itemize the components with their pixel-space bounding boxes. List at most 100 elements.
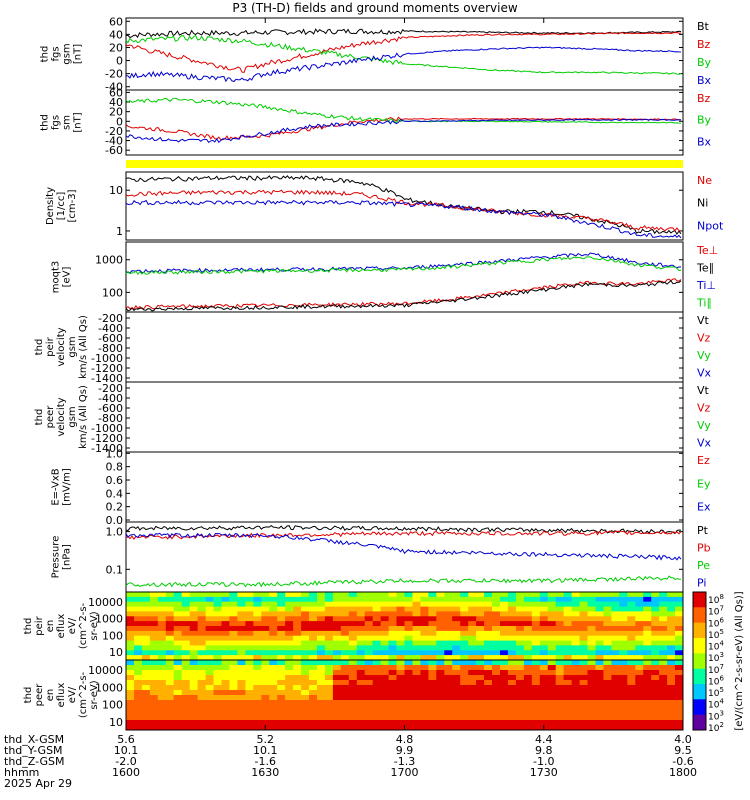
heatmap-cell-peer_eflux bbox=[157, 680, 167, 686]
heatmap-cell-peer_eflux bbox=[611, 725, 620, 731]
heatmap-cell-peer_eflux bbox=[356, 665, 366, 671]
heatmap-cell-peir_eflux bbox=[388, 650, 398, 656]
heatmap-cell-peer_eflux bbox=[126, 720, 135, 726]
heatmap-cell-peer_eflux bbox=[317, 680, 326, 686]
heatmap-cell-peir_eflux bbox=[531, 655, 541, 661]
heatmap-cell-peer_eflux bbox=[356, 680, 366, 686]
heatmap-cell-peer_eflux bbox=[340, 710, 350, 716]
heatmap-cell-peir_eflux bbox=[595, 635, 604, 642]
heatmap-cell-peir_eflux bbox=[635, 606, 644, 612]
heatmap-cell-peer_eflux bbox=[253, 720, 262, 726]
heatmap-cell-peer_eflux bbox=[436, 700, 445, 706]
heatmap-cell-peir_eflux bbox=[587, 601, 596, 608]
heatmap-cell-peer_eflux bbox=[675, 660, 684, 666]
heatmap-cell-peer_eflux bbox=[197, 675, 207, 681]
heatmap-cell-peer_eflux bbox=[555, 660, 565, 666]
heatmap-cell-peer_eflux bbox=[277, 710, 286, 716]
heatmap-cell-peir_eflux bbox=[173, 606, 183, 612]
heatmap-cell-peir_eflux bbox=[205, 592, 215, 598]
heatmap-cell-peir_eflux bbox=[221, 645, 230, 651]
heatmap-cell-peer_eflux bbox=[523, 700, 533, 706]
heatmap-cell-peir_eflux bbox=[364, 645, 374, 651]
heatmap-cell-peer_eflux bbox=[364, 675, 374, 681]
heatmap-cell-peer_eflux bbox=[659, 705, 668, 711]
heatmap-cell-peer_eflux bbox=[237, 680, 246, 686]
heatmap-cell-peir_eflux bbox=[157, 621, 167, 627]
heatmap-cell-peir_eflux bbox=[603, 626, 612, 632]
heatmap-cell-peir_eflux bbox=[229, 616, 238, 622]
heatmap-cell-peir_eflux bbox=[173, 645, 183, 651]
heatmap-cell-peir_eflux bbox=[515, 611, 525, 617]
heatmap-cell-peir_eflux bbox=[436, 645, 445, 651]
heatmap-cell-peir_eflux bbox=[651, 626, 660, 632]
colorbar-segment bbox=[693, 592, 706, 608]
heatmap-cell-peir_eflux bbox=[189, 640, 199, 646]
heatmap-cell-peer_eflux bbox=[372, 695, 382, 701]
heatmap-cell-peir_eflux bbox=[643, 630, 652, 637]
x-row-label: thd_Z-GSM bbox=[4, 755, 64, 768]
heatmap-cell-peir_eflux bbox=[141, 630, 151, 637]
heatmap-cell-peer_eflux bbox=[364, 715, 374, 721]
heatmap-cell-peer_eflux bbox=[420, 720, 429, 726]
xtick-label-y: 10.1 bbox=[114, 744, 139, 757]
heatmap-cell-peer_eflux bbox=[149, 685, 159, 691]
heatmap-cell-peer_eflux bbox=[444, 720, 453, 726]
heatmap-cell-peer_eflux bbox=[221, 675, 230, 681]
heatmap-cell-peer_eflux bbox=[245, 680, 254, 686]
heatmap-cell-peir_eflux bbox=[165, 621, 175, 627]
heatmap-cell-peir_eflux bbox=[659, 592, 668, 598]
series-fgs_gsm-Bz bbox=[125, 31, 682, 73]
heatmap-cell-peir_eflux bbox=[515, 621, 525, 627]
heatmap-cell-peir_eflux bbox=[237, 616, 246, 622]
heatmap-cell-peir_eflux bbox=[515, 606, 525, 612]
heatmap-cell-peer_eflux bbox=[444, 685, 453, 691]
heatmap-cell-peir_eflux bbox=[635, 601, 644, 608]
heatmap-cell-peir_eflux bbox=[579, 626, 589, 632]
heatmap-cell-peer_eflux bbox=[539, 680, 549, 686]
heatmap-cell-peer_eflux bbox=[293, 670, 302, 676]
heatmap-cell-peer_eflux bbox=[134, 695, 143, 701]
heatmap-cell-peer_eflux bbox=[484, 705, 493, 711]
heatmap-cell-peir_eflux bbox=[348, 645, 358, 651]
heatmap-cell-peir_eflux bbox=[277, 621, 286, 627]
heatmap-cell-peer_eflux bbox=[173, 715, 183, 721]
ytick-label-peir_eflux: 100 bbox=[102, 629, 123, 642]
heatmap-cell-peir_eflux bbox=[404, 635, 413, 642]
heatmap-cell-peir_eflux bbox=[126, 645, 135, 651]
ytick-label-peer_eflux: 10 bbox=[109, 716, 123, 729]
heatmap-cell-peer_eflux bbox=[404, 685, 413, 691]
heatmap-cell-peer_eflux bbox=[404, 700, 413, 706]
heatmap-cell-peer_eflux bbox=[261, 665, 270, 671]
heatmap-cell-peir_eflux bbox=[452, 601, 461, 608]
heatmap-cell-peer_eflux bbox=[476, 690, 485, 696]
heatmap-cell-peer_eflux bbox=[221, 725, 230, 731]
heatmap-cell-peer_eflux bbox=[309, 690, 318, 696]
heatmap-cell-peer_eflux bbox=[388, 710, 398, 716]
heatmap-cell-peir_eflux bbox=[531, 630, 541, 637]
heatmap-cell-peir_eflux bbox=[539, 616, 549, 622]
heatmap-cell-peir_eflux bbox=[611, 616, 620, 622]
heatmap-cell-peir_eflux bbox=[571, 635, 581, 642]
heatmap-cell-peer_eflux bbox=[539, 710, 549, 716]
heatmap-cell-peer_eflux bbox=[293, 690, 302, 696]
ytick-label-fgs_gsm: 20 bbox=[109, 41, 123, 54]
heatmap-cell-peir_eflux bbox=[547, 630, 557, 637]
xtick-label-z: -1.3 bbox=[394, 755, 415, 768]
heatmap-cell-peir_eflux bbox=[237, 592, 246, 598]
heatmap-cell-peer_eflux bbox=[285, 680, 294, 686]
heatmap-cell-peer_eflux bbox=[134, 720, 143, 726]
heatmap-cell-peir_eflux bbox=[595, 596, 604, 603]
heatmap-cell-peir_eflux bbox=[595, 601, 604, 608]
heatmap-cell-peir_eflux bbox=[611, 640, 620, 646]
heatmap-cell-peer_eflux bbox=[261, 660, 270, 666]
heatmap-cell-peir_eflux bbox=[149, 611, 159, 617]
heatmap-cell-peer_eflux bbox=[484, 720, 493, 726]
heatmap-cell-peer_eflux bbox=[484, 715, 493, 721]
heatmap-cell-peer_eflux bbox=[189, 695, 199, 701]
heatmap-cell-peir_eflux bbox=[675, 640, 684, 646]
heatmap-cell-peir_eflux bbox=[635, 645, 644, 651]
heatmap-cell-peer_eflux bbox=[126, 690, 135, 696]
heatmap-cell-peir_eflux bbox=[436, 592, 445, 598]
heatmap-cell-peir_eflux bbox=[237, 630, 246, 637]
heatmap-cell-peir_eflux bbox=[420, 601, 429, 608]
